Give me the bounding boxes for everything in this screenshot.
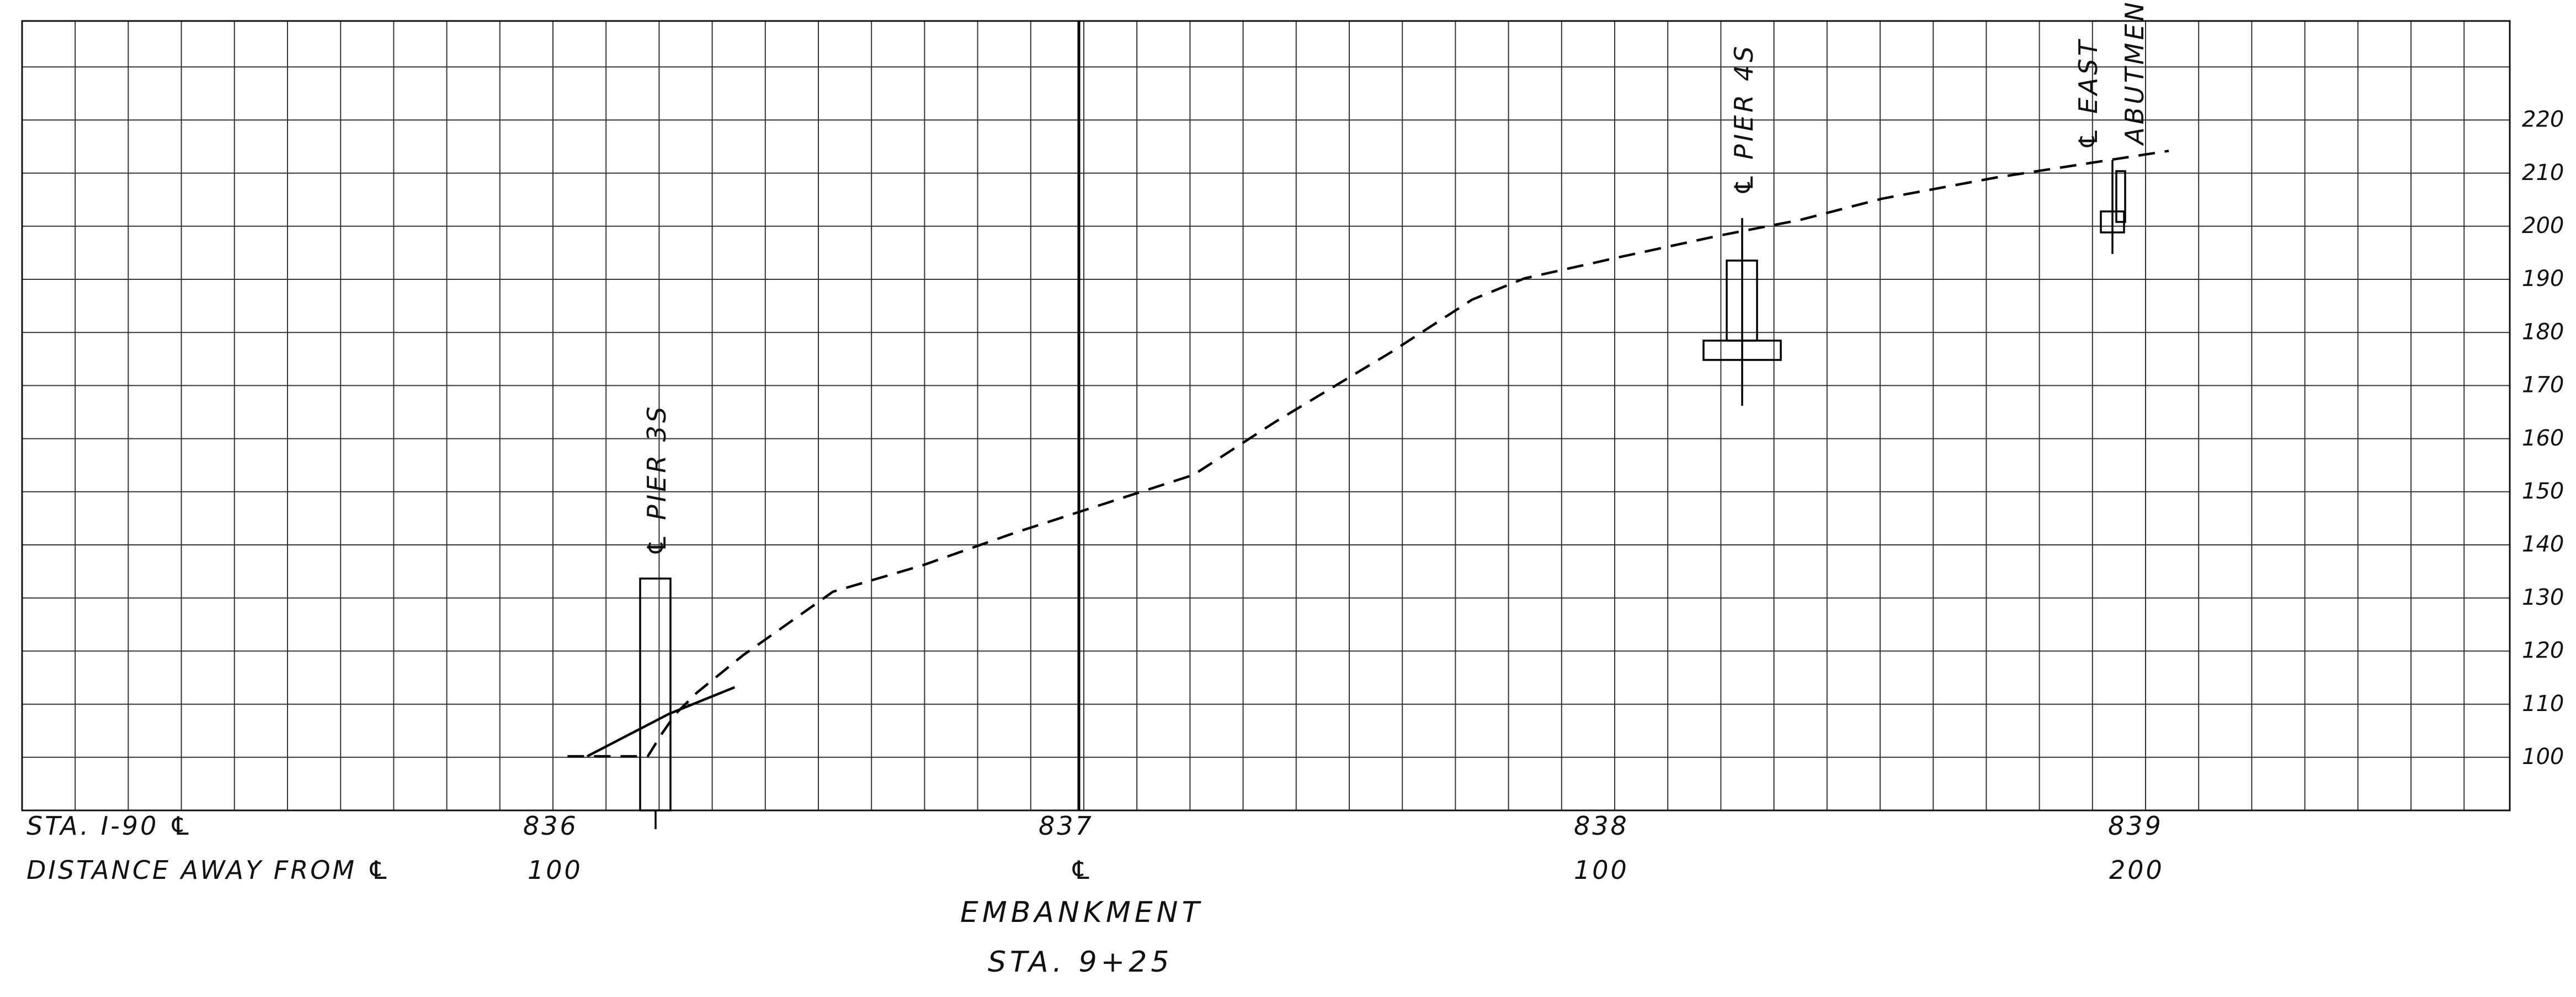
abutment-wall: [2115, 170, 2126, 223]
drawing-title: EMBANKMENT: [960, 896, 1203, 929]
elevation-label: 190: [2522, 266, 2564, 291]
distance-100-right: 100: [1574, 855, 1629, 885]
ground-profile: [567, 150, 2169, 758]
station-839: 839: [2108, 811, 2163, 841]
elevation-label: 180: [2522, 319, 2564, 344]
elevation-label: 100: [2522, 744, 2564, 770]
station-row-label: STA. I-90 ℄: [26, 811, 194, 841]
elevation-label: 120: [2522, 638, 2564, 664]
elevation-label: 140: [2522, 532, 2564, 557]
elevation-axis: 220 210 200 190 180 170 160 150 140 130 120 110 100: [2522, 107, 2564, 770]
elevation-label: 160: [2522, 426, 2564, 451]
distance-200: 200: [2109, 855, 2164, 885]
elevation-label: 130: [2522, 585, 2564, 610]
distance-centerline: ℄: [1069, 855, 1094, 885]
elevation-label: 170: [2522, 373, 2564, 398]
elevation-label: 110: [2522, 691, 2564, 717]
grid-frame: [21, 20, 2511, 812]
east-abutment: ℄ EAST ABUTMENT: [2073, 0, 2149, 254]
elevation-label: 150: [2522, 479, 2564, 504]
elevation-label: 210: [2522, 160, 2564, 185]
pier-3s-label: ℄ PIER 3S: [642, 404, 672, 556]
distance-row-label: DISTANCE AWAY FROM ℄: [26, 855, 392, 885]
pier-3s: ℄ PIER 3S: [639, 404, 672, 829]
station-838: 838: [1574, 811, 1629, 841]
station-836: 836: [523, 811, 578, 841]
pier-4s: ℄ PIER 4S: [1702, 44, 1782, 406]
existing-ground-line: [567, 150, 2169, 758]
elevation-label: 220: [2522, 107, 2564, 132]
abutment-label-line1: ℄ EAST: [2073, 38, 2103, 150]
elevation-label: 200: [2522, 213, 2564, 238]
embankment-slope-line: [586, 686, 736, 757]
pier-4s-label: ℄ PIER 4S: [1729, 44, 1759, 196]
distance-100-left: 100: [528, 855, 583, 885]
drawing-subtitle: STA. 9+25: [988, 946, 1173, 979]
abutment-label-line2: ABUTMENT: [2120, 0, 2149, 146]
pier-3s-column: [639, 577, 672, 812]
grid: [21, 20, 2511, 812]
station-837: 837: [1039, 811, 1094, 841]
